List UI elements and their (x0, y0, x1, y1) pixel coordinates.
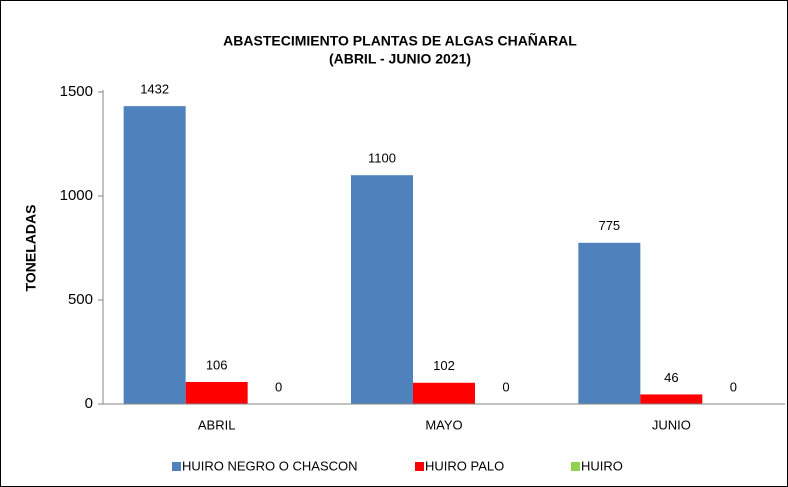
legend-label: HUIRO (581, 458, 623, 473)
bar (578, 242, 641, 404)
legend-swatch (172, 462, 181, 471)
x-tick-label: MAYO (425, 417, 462, 432)
data-label: 46 (664, 370, 678, 385)
y-tick-label: 1500 (60, 83, 93, 100)
chart-subtitle: (ABRIL - JUNIO 2021) (329, 51, 471, 67)
data-label: 0 (730, 379, 737, 394)
data-label: 0 (502, 379, 509, 394)
legend-label: HUIRO NEGRO O CHASCON (182, 458, 358, 473)
data-label: 775 (598, 218, 620, 233)
chart-title: ABASTECIMIENTO PLANTAS DE ALGAS CHAÑARAL (223, 32, 577, 49)
bar (413, 382, 475, 404)
bar (351, 175, 413, 404)
data-label: 0 (275, 379, 282, 394)
y-axis-label: TONELADAS (23, 205, 39, 292)
data-label: 1100 (368, 151, 396, 166)
bar (123, 106, 186, 405)
data-label: 1432 (140, 82, 169, 97)
data-label: 102 (433, 358, 455, 373)
y-tick-label: 500 (68, 291, 93, 308)
bar (640, 394, 703, 404)
data-label: 106 (206, 357, 228, 372)
y-tick-label: 1000 (60, 187, 93, 204)
legend-swatch (415, 462, 424, 471)
x-tick-label: ABRIL (198, 417, 236, 432)
x-tick-label: JUNIO (652, 417, 691, 432)
y-tick-label: 0 (85, 395, 93, 412)
legend-swatch (571, 462, 580, 471)
legend-label: HUIRO PALO (425, 458, 504, 473)
bar (185, 381, 248, 404)
